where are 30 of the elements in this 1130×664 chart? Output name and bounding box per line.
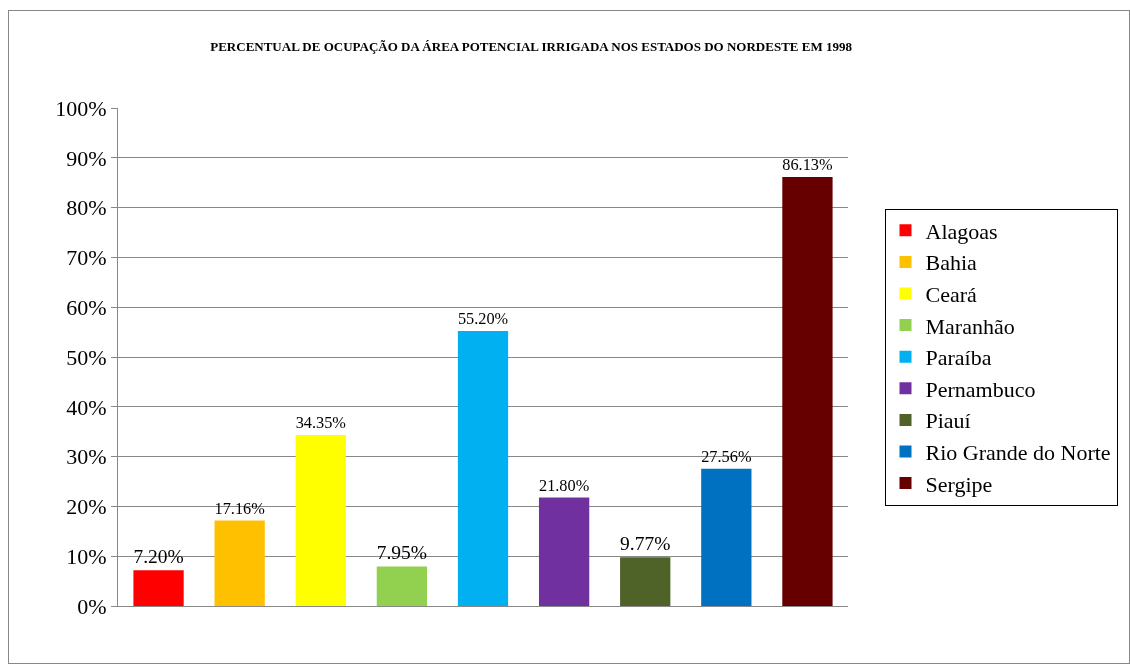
data-label: 21.80% (538, 475, 590, 495)
data-label: 7.20% (133, 545, 184, 567)
y-tick-label: 70% (66, 245, 107, 271)
chart-title: PERCENTUAL DE OCUPAÇÃO DA ÁREA POTENCIAL IRRIGADA NOS ESTADOS DO NORDESTE EM 1998 (210, 39, 853, 55)
data-label: 34.35% (295, 413, 347, 433)
y-tick-label: 50% (66, 344, 107, 370)
legend-label: Bahia (925, 250, 978, 276)
y-tick-label: 10% (66, 543, 107, 569)
y-tick-label: 40% (66, 394, 107, 420)
data-label: 86.13% (782, 155, 833, 175)
y-tick-label: 0% (77, 593, 107, 619)
legend-label: Paraíba (925, 345, 992, 371)
legend-label: Rio Grande do Norte (925, 440, 1111, 466)
data-label: 7.95% (376, 541, 428, 563)
legend-label: Maranhão (925, 313, 1015, 339)
legend-label: Pernambuco (925, 376, 1036, 402)
data-label: 27.56% (701, 447, 752, 467)
y-tick-label: 30% (66, 444, 107, 470)
y-tick-label: 100% (55, 95, 107, 121)
y-tick-label: 20% (66, 494, 107, 520)
y-tick-label: 60% (66, 294, 107, 320)
legend-label: Ceará (925, 282, 978, 308)
legend-label: Sergipe (925, 471, 993, 497)
y-tick-label: 90% (66, 145, 107, 171)
data-label: 17.16% (214, 498, 266, 518)
legend-label: Alagoas (925, 218, 998, 244)
y-tick-label: 80% (66, 195, 107, 221)
data-label: 55.20% (457, 309, 509, 329)
legend-label: Piauí (925, 408, 971, 434)
data-label: 9.77% (620, 532, 671, 554)
